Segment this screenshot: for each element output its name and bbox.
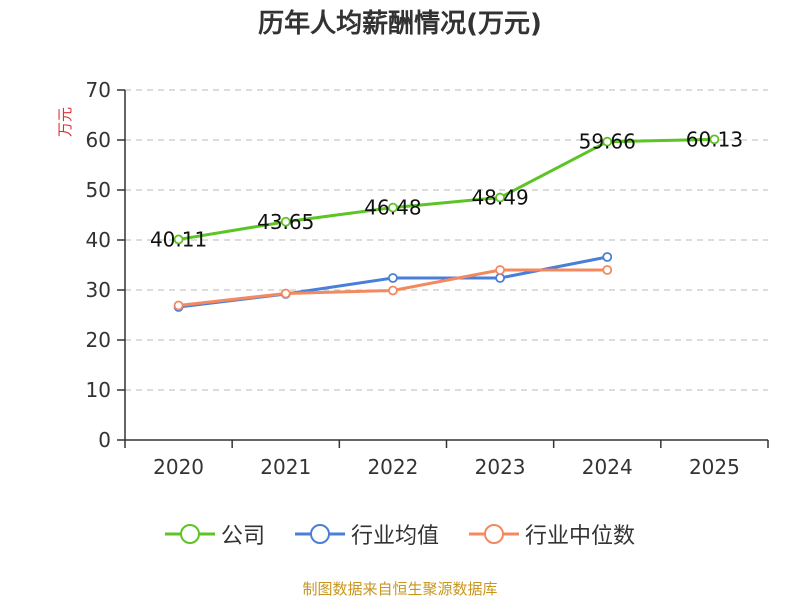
legend-marker (179, 524, 200, 544)
data-point (602, 265, 613, 275)
axes (124, 90, 768, 441)
data-label: 59.66 (579, 130, 636, 154)
legend-item[interactable]: 行业中位数 (469, 518, 635, 550)
data-point (388, 273, 398, 283)
x-tick-label: 2023 (475, 455, 526, 479)
y-tick-label: 40 (86, 228, 111, 252)
y-tick-label: 0 (98, 428, 111, 452)
data-point (495, 192, 505, 203)
legend-label: 公司 (220, 524, 265, 549)
x-tick-label: 2025 (689, 455, 740, 479)
y-tick-label: 50 (86, 178, 111, 202)
y-tick-label: 60 (86, 128, 111, 152)
y-tick-label: 10 (86, 378, 111, 402)
data-label: 40.11 (150, 227, 207, 251)
y-tick-label: 20 (86, 328, 111, 352)
data-point (709, 134, 720, 145)
chart-title: 历年人均薪酬情况(万元) (258, 9, 542, 39)
y-tick-label: 70 (86, 78, 111, 102)
legend-label: 行业中位数 (525, 524, 636, 549)
grid-lines (125, 89, 768, 391)
y-tick-label: 30 (86, 278, 111, 302)
axis-ticks: 0 10 20 30 40 50 60 70 2020 2021 2022 2023 2024 2025 (86, 78, 769, 479)
data-label: 43.65 (257, 210, 314, 234)
legend-swatch (164, 524, 215, 544)
legend-swatch (294, 524, 345, 544)
data-label: 48.49 (471, 186, 528, 210)
legend-swatch (469, 524, 519, 544)
legend-item[interactable]: 行业均值 (294, 518, 439, 550)
x-tick-label: 2021 (260, 455, 311, 479)
x-tick-label: 2024 (582, 455, 633, 479)
data-point (495, 273, 505, 283)
data-point (602, 252, 613, 262)
source-note: 制图数据来自恒生聚源数据库 (302, 580, 498, 598)
data-point (495, 265, 505, 275)
x-tick-label: 2022 (367, 455, 418, 479)
data-labels: 40.11 43.65 46.48 48.49 59.66 60.13 (150, 127, 743, 251)
data-label: 46.48 (364, 196, 421, 220)
legend-marker (309, 524, 330, 544)
legend: 公司 行业均值 行业中位数 (0, 518, 800, 550)
data-label: 60.13 (686, 127, 743, 151)
data-point (280, 288, 291, 299)
x-tick-label: 2020 (153, 455, 204, 479)
legend-marker (484, 524, 504, 544)
legend-label: 行业均值 (350, 524, 439, 549)
series-line-0 (178, 137, 715, 241)
y-axis-label: 万元 (56, 107, 74, 137)
data-point (173, 300, 184, 311)
data-point (173, 234, 184, 245)
data-point (280, 216, 291, 227)
legend-item[interactable]: 公司 (164, 518, 265, 550)
data-point (602, 136, 613, 147)
data-point (388, 202, 398, 213)
series-points (173, 134, 720, 312)
data-point (388, 285, 398, 296)
